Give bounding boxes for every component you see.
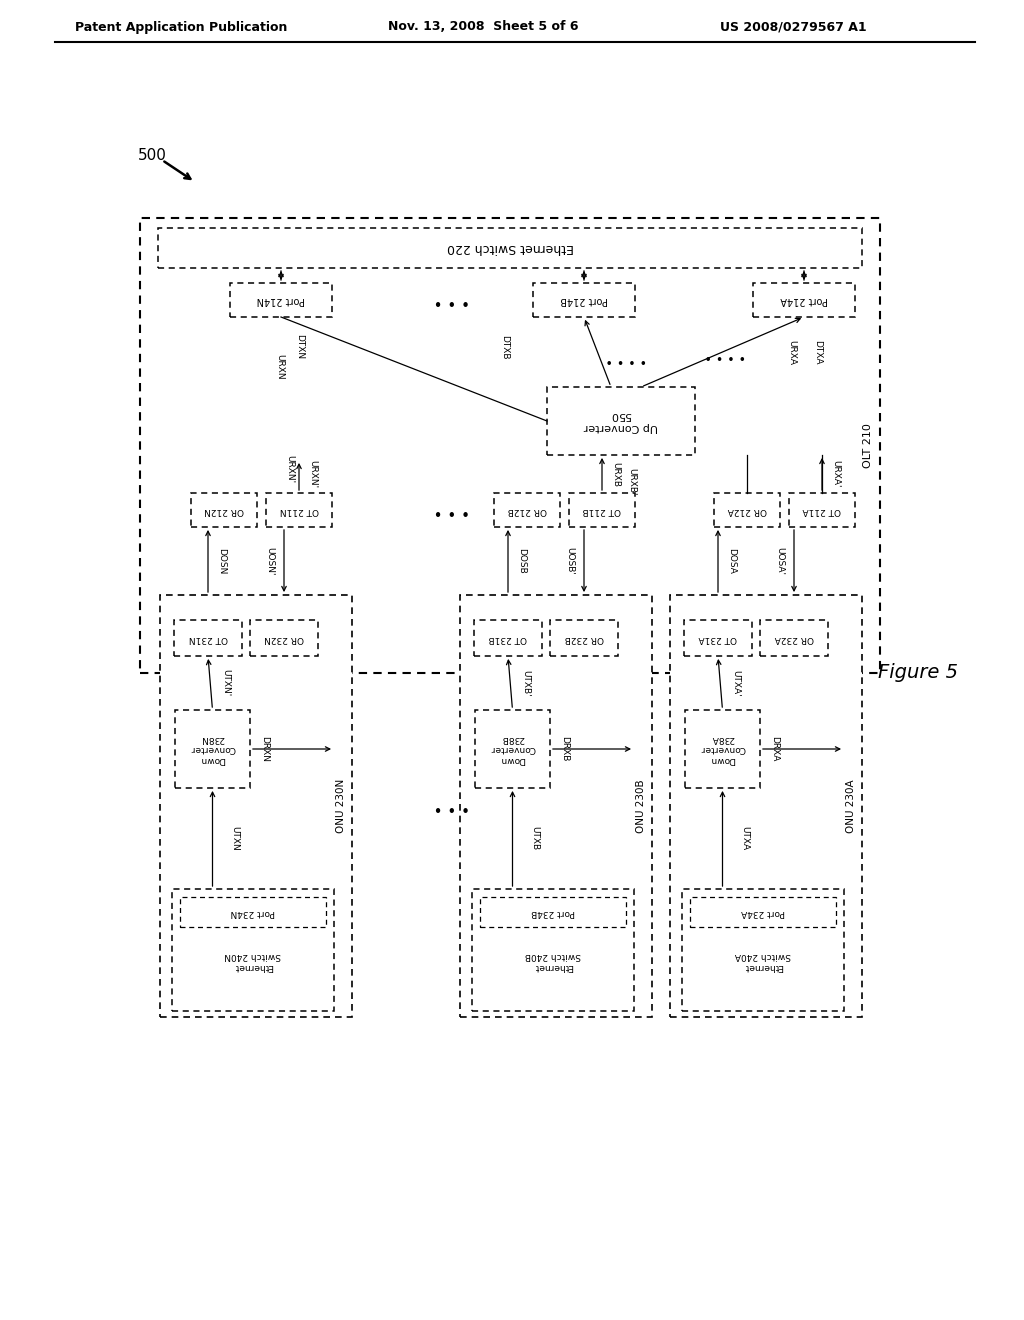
Text: UTXA': UTXA' <box>731 669 740 697</box>
Text: ONU 230A: ONU 230A <box>846 779 856 833</box>
Bar <box>534 282 635 317</box>
Text: DRXB: DRXB <box>560 737 569 762</box>
Text: UTXN: UTXN <box>230 826 239 851</box>
Bar <box>172 888 334 1011</box>
Bar <box>250 620 318 656</box>
Text: Down
Converter
238B: Down Converter 238B <box>489 734 536 764</box>
Text: DTXA: DTXA <box>813 339 822 364</box>
Text: ONU 230B: ONU 230B <box>636 779 646 833</box>
Text: DOSN: DOSN <box>217 548 226 574</box>
Text: UTXN': UTXN' <box>221 669 230 697</box>
Bar <box>494 492 560 527</box>
Bar <box>547 387 695 455</box>
Bar <box>474 620 542 656</box>
Text: DTXN: DTXN <box>296 334 304 359</box>
Text: DOSB: DOSB <box>517 548 526 574</box>
Text: URXB: URXB <box>611 462 621 487</box>
Text: DOSA: DOSA <box>727 548 736 574</box>
Text: OR 232A: OR 232A <box>774 634 814 643</box>
Text: Port 234A: Port 234A <box>741 908 785 916</box>
Text: OR 212B: OR 212B <box>507 506 547 515</box>
Text: OLT 210: OLT 210 <box>863 424 873 467</box>
Text: DTXB: DTXB <box>501 335 510 359</box>
Bar <box>158 228 862 268</box>
Text: OT 231N: OT 231N <box>188 634 227 643</box>
Text: • • • •: • • • • <box>705 350 745 363</box>
Bar <box>175 710 250 788</box>
Bar <box>690 898 836 927</box>
Bar <box>230 282 332 317</box>
Bar <box>191 492 257 527</box>
Bar <box>684 620 752 656</box>
Text: Nov. 13, 2008  Sheet 5 of 6: Nov. 13, 2008 Sheet 5 of 6 <box>388 21 579 33</box>
Bar <box>682 888 844 1011</box>
Bar <box>266 492 332 527</box>
Bar <box>475 710 550 788</box>
Text: Patent Application Publication: Patent Application Publication <box>75 21 288 33</box>
Text: UTXB: UTXB <box>530 826 539 850</box>
Text: Port 214A: Port 214A <box>780 294 827 305</box>
Text: UOSA': UOSA' <box>775 546 784 576</box>
Text: 500: 500 <box>137 148 167 162</box>
Text: OT 211A: OT 211A <box>803 506 842 515</box>
Bar <box>140 218 880 673</box>
Text: DRXN: DRXN <box>260 737 269 762</box>
Text: Ethernet
Switch 240N: Ethernet Switch 240N <box>224 952 282 970</box>
Text: Ethernet
Switch 240B: Ethernet Switch 240B <box>525 952 581 970</box>
Text: UOSB': UOSB' <box>565 546 574 576</box>
Text: Port 214B: Port 214B <box>560 294 608 305</box>
Text: DRXA: DRXA <box>770 737 779 762</box>
Text: OR 212N: OR 212N <box>204 506 244 515</box>
Text: • • •: • • • <box>434 503 470 517</box>
Text: Up Converter
550: Up Converter 550 <box>584 411 658 432</box>
Text: • • • •: • • • • <box>605 352 647 366</box>
Bar <box>753 282 855 317</box>
Text: • • •: • • • <box>434 799 470 813</box>
Text: Ethernet Switch 220: Ethernet Switch 220 <box>446 242 573 255</box>
Text: Port 234B: Port 234B <box>531 908 574 916</box>
Text: UOSN': UOSN' <box>265 546 274 576</box>
Text: Down
Converter
238N: Down Converter 238N <box>189 734 236 764</box>
Text: ONU 230N: ONU 230N <box>336 779 346 833</box>
Bar <box>670 595 862 1016</box>
Text: Figure 5: Figure 5 <box>878 663 958 681</box>
Text: • • •: • • • <box>434 293 470 308</box>
Text: URXN': URXN' <box>308 459 317 488</box>
Text: US 2008/0279567 A1: US 2008/0279567 A1 <box>720 21 866 33</box>
Text: Down
Converter
238A: Down Converter 238A <box>699 734 745 764</box>
Text: OT 231B: OT 231B <box>488 634 527 643</box>
Bar <box>685 710 760 788</box>
Bar <box>460 595 652 1016</box>
Text: Port 214N: Port 214N <box>257 294 305 305</box>
Bar <box>760 620 828 656</box>
Bar <box>714 492 780 527</box>
Text: Port 234N: Port 234N <box>230 908 275 916</box>
Text: URXA': URXA' <box>831 461 841 488</box>
Bar <box>472 888 634 1011</box>
Bar <box>790 492 855 527</box>
Text: UTXA: UTXA <box>740 826 749 850</box>
Text: OT 211B: OT 211B <box>583 506 622 515</box>
Text: OR 232N: OR 232N <box>264 634 304 643</box>
Bar <box>550 620 618 656</box>
Text: OT 231A: OT 231A <box>698 634 737 643</box>
Bar <box>174 620 242 656</box>
Text: URXN: URXN <box>275 354 285 380</box>
Text: URXA: URXA <box>787 339 797 364</box>
Bar <box>569 492 635 527</box>
Bar <box>160 595 352 1016</box>
Text: UTXB': UTXB' <box>521 669 530 697</box>
Bar <box>480 898 626 927</box>
Text: Ethernet
Switch 240A: Ethernet Switch 240A <box>735 952 792 970</box>
Bar <box>180 898 326 927</box>
Text: OR 232B: OR 232B <box>564 634 603 643</box>
Text: URXB': URXB' <box>628 469 637 496</box>
Text: URXN': URXN' <box>286 455 295 483</box>
Text: OT 211N: OT 211N <box>280 506 318 515</box>
Text: OR 212A: OR 212A <box>727 506 767 515</box>
